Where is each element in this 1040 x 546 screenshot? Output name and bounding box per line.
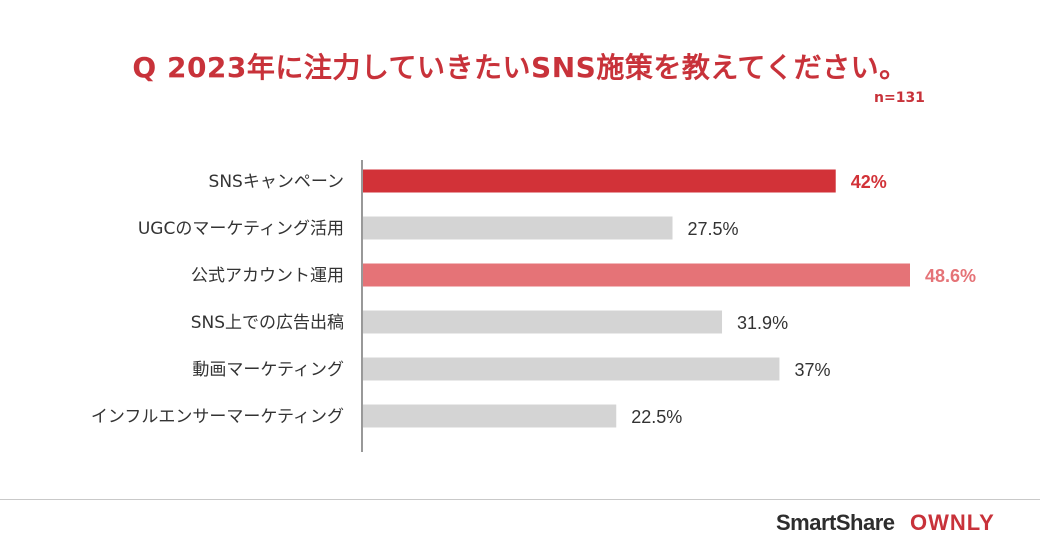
category-label: SNSキャンペーン (209, 172, 344, 192)
chart-title: Q 2023年に注力していきたいSNS施策を教えてください。 (132, 51, 908, 84)
bar (363, 169, 836, 193)
category-label: SNS上での広告出稿 (191, 313, 344, 333)
value-label: 48.6% (925, 266, 976, 286)
bar (363, 263, 910, 287)
category-label: 動画マーケティング (192, 360, 344, 380)
category-label: UGCのマーケティング活用 (138, 219, 344, 239)
category-label: 公式アカウント運用 (191, 266, 344, 286)
category-label: インフルエンサーマーケティング (91, 407, 344, 427)
bar (363, 216, 673, 240)
footer-divider (0, 499, 1040, 500)
ownly-logo: OWNLY (910, 510, 995, 535)
value-label: 27.5% (688, 219, 739, 239)
value-label: 31.9% (737, 313, 788, 333)
sample-size-label: n=131 (874, 90, 925, 106)
value-label: 22.5% (631, 407, 682, 427)
smartshare-logo: SmartShare (776, 510, 895, 535)
value-label: 42% (851, 172, 887, 192)
bar (363, 404, 617, 428)
value-label: 37% (794, 360, 830, 380)
bar (363, 310, 723, 334)
bar (363, 357, 780, 381)
